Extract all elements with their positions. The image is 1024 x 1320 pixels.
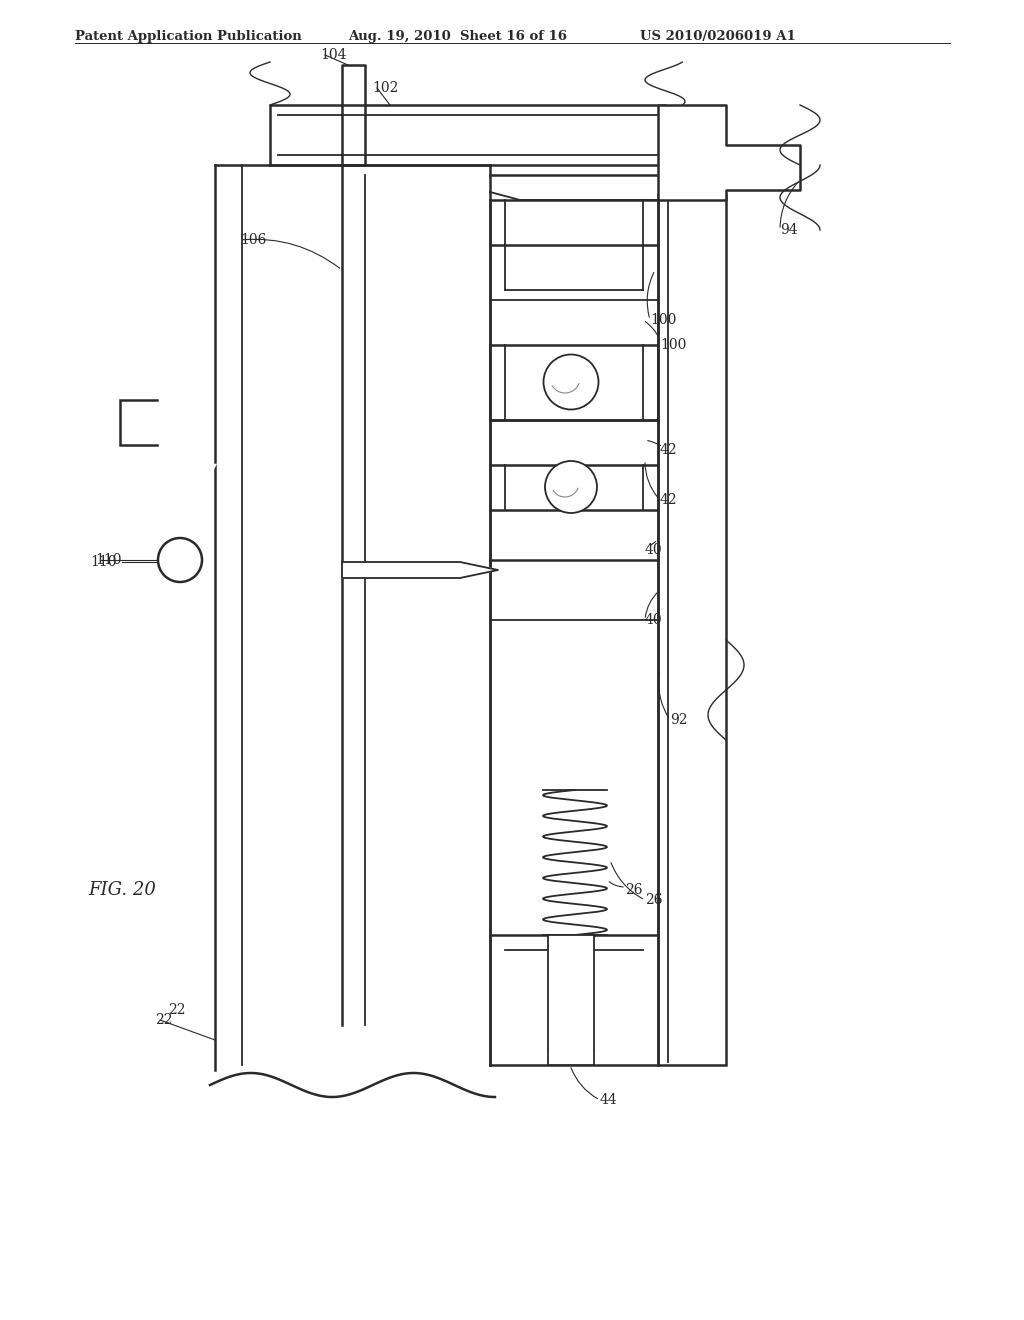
Polygon shape — [270, 106, 665, 165]
Text: FIG. 20: FIG. 20 — [88, 880, 156, 899]
Text: 42: 42 — [660, 492, 678, 507]
Text: 44: 44 — [600, 1093, 617, 1107]
Bar — [658, 195, 726, 1065]
Text: 110: 110 — [90, 554, 117, 569]
Polygon shape — [658, 106, 800, 201]
Text: 22: 22 — [168, 1003, 185, 1016]
Circle shape — [158, 539, 202, 582]
Text: 92: 92 — [670, 713, 687, 727]
FancyArrow shape — [145, 375, 215, 531]
Ellipse shape — [545, 461, 597, 513]
Text: 110: 110 — [95, 553, 122, 568]
Text: 40: 40 — [645, 612, 663, 627]
Text: Patent Application Publication: Patent Application Publication — [75, 30, 302, 44]
Text: 40: 40 — [645, 543, 663, 557]
Text: 26: 26 — [625, 883, 642, 898]
Text: 94: 94 — [780, 223, 798, 238]
Text: 100: 100 — [650, 313, 677, 327]
Text: 106: 106 — [240, 234, 266, 247]
Text: 26: 26 — [645, 894, 663, 907]
Text: Aug. 19, 2010  Sheet 16 of 16: Aug. 19, 2010 Sheet 16 of 16 — [348, 30, 567, 44]
Text: 22: 22 — [155, 1012, 172, 1027]
Polygon shape — [342, 562, 498, 578]
Text: 42: 42 — [660, 444, 678, 457]
Text: US 2010/0206019 A1: US 2010/0206019 A1 — [640, 30, 796, 44]
Polygon shape — [342, 65, 365, 165]
Text: 102: 102 — [372, 81, 398, 95]
Ellipse shape — [544, 355, 598, 409]
Bar — [120, 400, 175, 445]
Text: 100: 100 — [660, 338, 686, 352]
Text: 104: 104 — [319, 48, 346, 62]
Bar — [548, 935, 594, 1065]
